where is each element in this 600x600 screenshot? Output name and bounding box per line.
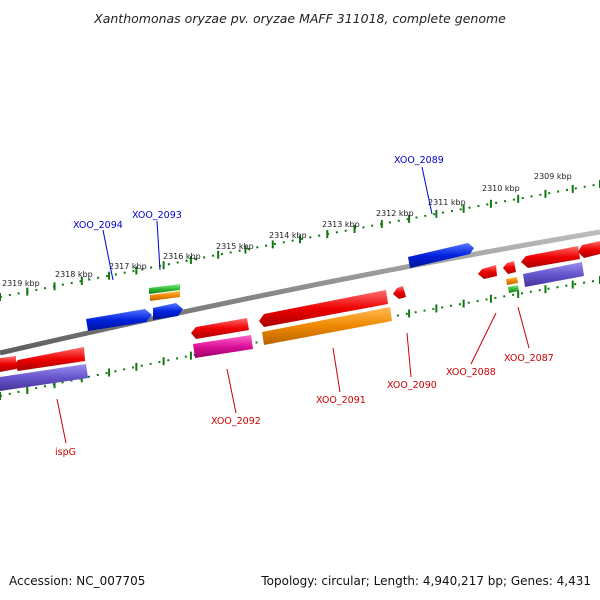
label-xoo-2090[interactable]: XOO_2090 bbox=[387, 380, 437, 391]
gene-xoo-2093-cog-green[interactable] bbox=[149, 284, 180, 294]
gene-xoo-2093[interactable] bbox=[153, 303, 183, 320]
tick-label-2313: 2313 kbp bbox=[322, 220, 360, 229]
gene-left-edge[interactable] bbox=[0, 356, 16, 372]
gene-xoo-2091[interactable] bbox=[259, 290, 388, 327]
tick-label-2317: 2317 kbp bbox=[109, 262, 147, 271]
forward-strand-features bbox=[86, 243, 474, 331]
leader-xoo-2091 bbox=[332, 347, 341, 393]
tick-label-2311: 2311 kbp bbox=[428, 198, 466, 207]
gene-xoo-2087-cog-orange[interactable] bbox=[506, 277, 518, 285]
leader-xoo-2093 bbox=[156, 220, 161, 271]
gene-right-edge[interactable] bbox=[578, 241, 600, 258]
gene-ispg[interactable] bbox=[14, 347, 85, 371]
leader-ispg bbox=[56, 398, 67, 444]
gene-xoo-2092[interactable] bbox=[191, 318, 249, 339]
label-xoo-2087[interactable]: XOO_2087 bbox=[504, 353, 554, 364]
label-xoo-2091[interactable]: XOO_2091 bbox=[316, 395, 366, 406]
label-ispg[interactable]: ispG bbox=[55, 447, 76, 458]
gene-right-1-cog[interactable] bbox=[523, 262, 584, 287]
leader-xoo-2088 bbox=[470, 312, 497, 365]
label-xoo-2092[interactable]: XOO_2092 bbox=[211, 416, 261, 427]
tick-label-2319: 2319 kbp bbox=[2, 279, 40, 288]
footer-accession: Accession: NC_007705 bbox=[9, 574, 146, 588]
gene-xoo-2087[interactable] bbox=[503, 261, 516, 274]
leader-xoo-2092 bbox=[226, 368, 237, 414]
leader-xoo-2094 bbox=[102, 229, 114, 281]
gene-xoo-2090[interactable] bbox=[393, 286, 406, 299]
tick-label-2314: 2314 kbp bbox=[269, 231, 307, 240]
label-xoo-2093[interactable]: XOO_2093 bbox=[132, 210, 182, 221]
gene-xoo-2093-cog-orange[interactable] bbox=[150, 291, 180, 301]
gene-right-1[interactable] bbox=[521, 246, 580, 268]
gene-xoo-2091-cog[interactable] bbox=[262, 307, 392, 345]
label-xoo-2089[interactable]: XOO_2089 bbox=[394, 155, 444, 166]
gene-ispg-cog[interactable] bbox=[0, 364, 88, 391]
genome-backbone bbox=[0, 229, 600, 356]
map-title: Xanthomonas oryzae pv. oryzae MAFF 31101… bbox=[93, 11, 506, 26]
tick-label-2316: 2316 kbp bbox=[163, 252, 201, 261]
reverse-strand-features bbox=[0, 241, 600, 391]
reverse-labels: XOO_2087 XOO_2088 XOO_2090 XOO_2091 XOO_… bbox=[55, 306, 554, 458]
footer-topology: Topology: circular; Length: 4,940,217 bp… bbox=[261, 574, 591, 588]
outer-ruler: 2309 kbp 2310 kbp 2311 kbp 2312 kbp 2313… bbox=[0, 172, 600, 301]
leader-xoo-2089 bbox=[421, 166, 433, 215]
label-xoo-2088[interactable]: XOO_2088 bbox=[446, 367, 496, 378]
gene-xoo-2089[interactable] bbox=[408, 243, 474, 268]
gene-xoo-2094[interactable] bbox=[86, 309, 152, 331]
leader-xoo-2090 bbox=[406, 332, 412, 378]
label-xoo-2094[interactable]: XOO_2094 bbox=[73, 220, 123, 231]
tick-label-2312: 2312 kbp bbox=[376, 209, 414, 218]
gene-xoo-2087-cog-green[interactable] bbox=[508, 285, 519, 293]
leader-xoo-2087 bbox=[517, 306, 530, 349]
tick-label-2315: 2315 kbp bbox=[216, 242, 254, 251]
gene-xoo-2088[interactable] bbox=[478, 265, 497, 279]
tick-label-2318: 2318 kbp bbox=[55, 270, 93, 279]
tick-label-2309: 2309 kbp bbox=[534, 172, 572, 181]
gene-xoo-2092-cog[interactable] bbox=[193, 335, 253, 358]
forward-labels: XOO_2089 XOO_2093 XOO_2094 bbox=[73, 155, 444, 281]
tick-label-2310: 2310 kbp bbox=[482, 184, 520, 193]
